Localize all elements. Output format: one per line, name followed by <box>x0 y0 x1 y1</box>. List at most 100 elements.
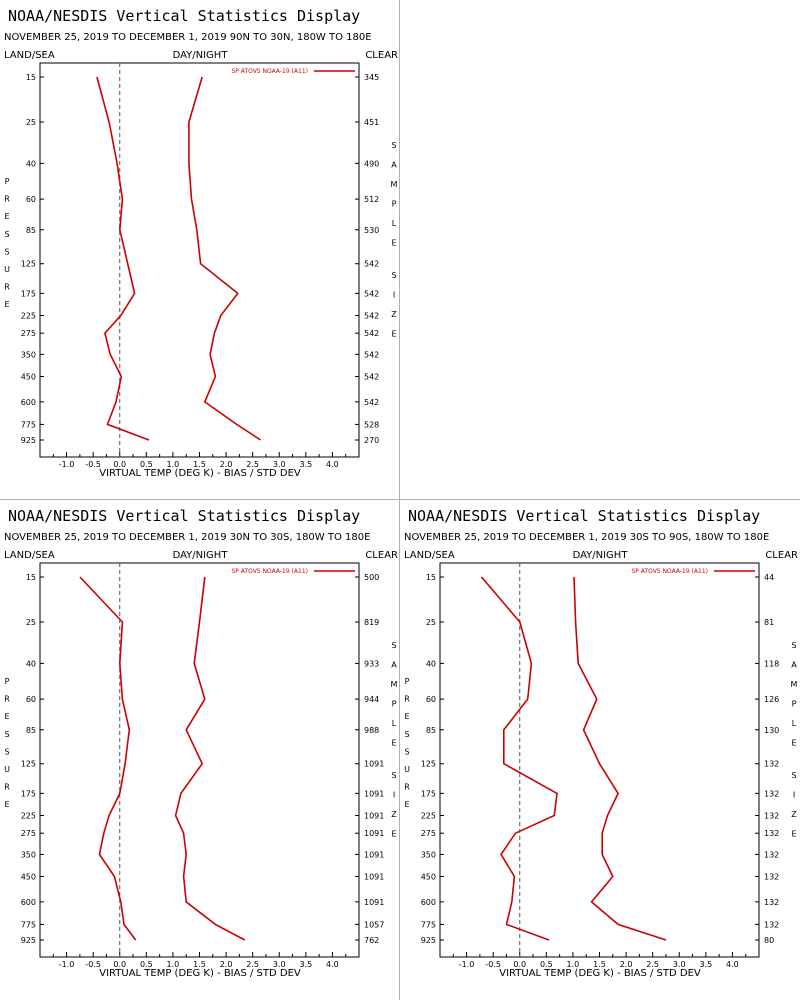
panel-divider-vertical <box>399 0 400 1000</box>
panel-title: NOAA/NESDIS Vertical Statistics Display <box>8 7 360 25</box>
pressure-tick-label: 600 <box>21 898 36 907</box>
pressure-axis-letter: R <box>404 783 410 792</box>
sample-size-axis-letter: S <box>391 641 396 650</box>
sample-size-axis-letter: E <box>791 739 796 748</box>
sample-size-axis-letter: P <box>792 700 797 709</box>
sample-size-label: 988 <box>364 726 379 735</box>
sample-size-label: 270 <box>364 436 379 445</box>
sample-size-label: 542 <box>364 398 379 407</box>
x-axis-label: VIRTUAL TEMP (DEG K) - BIAS / STD DEV <box>99 468 301 479</box>
sample-size-label: 1091 <box>364 873 384 882</box>
stats-panel-30s-90s: NOAA/NESDIS Vertical Statistics Display … <box>400 500 800 1000</box>
sample-size-axis-letter: I <box>793 791 795 800</box>
sample-size-axis-letter: Z <box>391 310 397 319</box>
pressure-tick-label: 775 <box>21 420 36 429</box>
x-tick-label: 0.0 <box>113 960 126 969</box>
x-axis-label: VIRTUAL TEMP (DEG K) - BIAS / STD DEV <box>499 968 701 979</box>
sample-size-axis-letter: A <box>791 661 797 670</box>
legend-label: SP ATOVS NOAA-19 (A11) <box>631 568 708 575</box>
x-tick-label: 1.0 <box>567 960 580 969</box>
sample-size-label: 542 <box>364 329 379 338</box>
pressure-tick-label: 225 <box>421 811 436 820</box>
stats-panel-30n-30s: NOAA/NESDIS Vertical Statistics Display … <box>0 500 400 1000</box>
sample-size-axis-letter: L <box>792 719 797 728</box>
pressure-axis-letter: P <box>5 177 10 186</box>
x-tick-label: 0.0 <box>513 960 526 969</box>
std-dev-line <box>174 576 246 941</box>
x-axis-label: VIRTUAL TEMP (DEG K) - BIAS / STD DEV <box>99 968 301 979</box>
land-sea-header: LAND/SEA <box>4 50 55 61</box>
sample-size-label: 451 <box>364 118 379 127</box>
panel-subtitle: NOVEMBER 25, 2019 TO DECEMBER 1, 2019 90… <box>4 32 372 43</box>
pressure-axis-letter: E <box>4 800 9 809</box>
sample-size-label: 542 <box>364 260 379 269</box>
sample-size-axis-letter: S <box>791 771 796 780</box>
bias-line <box>96 76 150 441</box>
pressure-axis-letter: U <box>404 765 410 774</box>
x-tick-label: 3.5 <box>299 960 312 969</box>
pressure-tick-label: 60 <box>426 695 436 704</box>
panel-subtitle: NOVEMBER 25, 2019 TO DECEMBER 1, 2019 30… <box>404 532 769 543</box>
x-tick-label: 0.5 <box>540 960 553 969</box>
legend-label: SP ATOVS NOAA-19 (A11) <box>231 568 308 575</box>
x-tick-label: 4.0 <box>326 460 339 469</box>
sample-size-label: 500 <box>364 573 379 582</box>
sample-size-label: 819 <box>364 618 379 627</box>
sample-size-axis-letter: M <box>391 680 398 689</box>
pressure-tick-label: 15 <box>426 573 436 582</box>
sample-size-axis-letter: S <box>391 271 396 280</box>
pressure-tick-label: 85 <box>26 226 36 235</box>
x-tick-label: 0.5 <box>140 960 153 969</box>
sample-size-label: 542 <box>364 373 379 382</box>
sample-size-axis-letter: A <box>391 161 397 170</box>
sample-size-label: 1057 <box>364 920 384 929</box>
sample-size-label: 118 <box>764 659 779 668</box>
x-tick-label: -0.5 <box>485 960 501 969</box>
sample-size-label: 1091 <box>364 898 384 907</box>
sample-size-label: 944 <box>364 695 379 704</box>
clear-header: CLEAR <box>365 50 398 61</box>
pressure-tick-label: 15 <box>26 573 36 582</box>
sample-size-axis-letter: I <box>393 291 395 300</box>
day-night-header: DAY/NIGHT <box>173 550 229 561</box>
stats-chart-30n-30s: NOAA/NESDIS Vertical Statistics Display … <box>4 507 398 979</box>
x-tick-label: 2.0 <box>220 460 233 469</box>
sample-size-label: 1091 <box>364 829 384 838</box>
pressure-tick-label: 175 <box>21 289 36 298</box>
pressure-tick-label: 925 <box>21 436 36 445</box>
pressure-tick-label: 40 <box>26 659 36 668</box>
sample-size-label: 132 <box>764 829 779 838</box>
pressure-tick-label: 350 <box>21 850 36 859</box>
bias-line <box>79 576 137 941</box>
pressure-tick-label: 15 <box>26 73 36 82</box>
x-tick-label: 0.0 <box>113 460 126 469</box>
sample-size-label: 933 <box>364 659 379 668</box>
pressure-tick-label: 225 <box>21 811 36 820</box>
land-sea-header: LAND/SEA <box>404 550 455 561</box>
sample-size-axis-letter: E <box>391 330 396 339</box>
sample-size-axis-letter: S <box>791 641 796 650</box>
pressure-axis-letter: U <box>4 765 10 774</box>
sample-size-axis-letter: P <box>392 200 397 209</box>
sample-size-axis-letter: S <box>391 771 396 780</box>
pressure-tick-label: 60 <box>26 195 36 204</box>
pressure-axis-letter: U <box>4 265 10 274</box>
pressure-tick-label: 40 <box>426 659 436 668</box>
pressure-tick-label: 175 <box>421 789 436 798</box>
pressure-axis-letter: E <box>404 800 409 809</box>
sample-size-label: 132 <box>764 873 779 882</box>
x-tick-label: 0.5 <box>140 460 153 469</box>
pressure-axis-letter: S <box>404 730 409 739</box>
x-tick-label: 3.5 <box>299 460 312 469</box>
pressure-tick-label: 85 <box>26 726 36 735</box>
sample-size-label: 1091 <box>364 760 384 769</box>
x-tick-label: 1.0 <box>167 960 180 969</box>
x-tick-label: 2.5 <box>246 960 259 969</box>
pressure-axis-letter: E <box>4 712 9 721</box>
pressure-tick-label: 175 <box>21 789 36 798</box>
pressure-tick-label: 225 <box>21 311 36 320</box>
x-tick-label: 2.5 <box>646 960 659 969</box>
pressure-tick-label: 450 <box>21 373 36 382</box>
pressure-axis-letter: R <box>4 283 10 292</box>
pressure-axis-letter: E <box>4 300 9 309</box>
